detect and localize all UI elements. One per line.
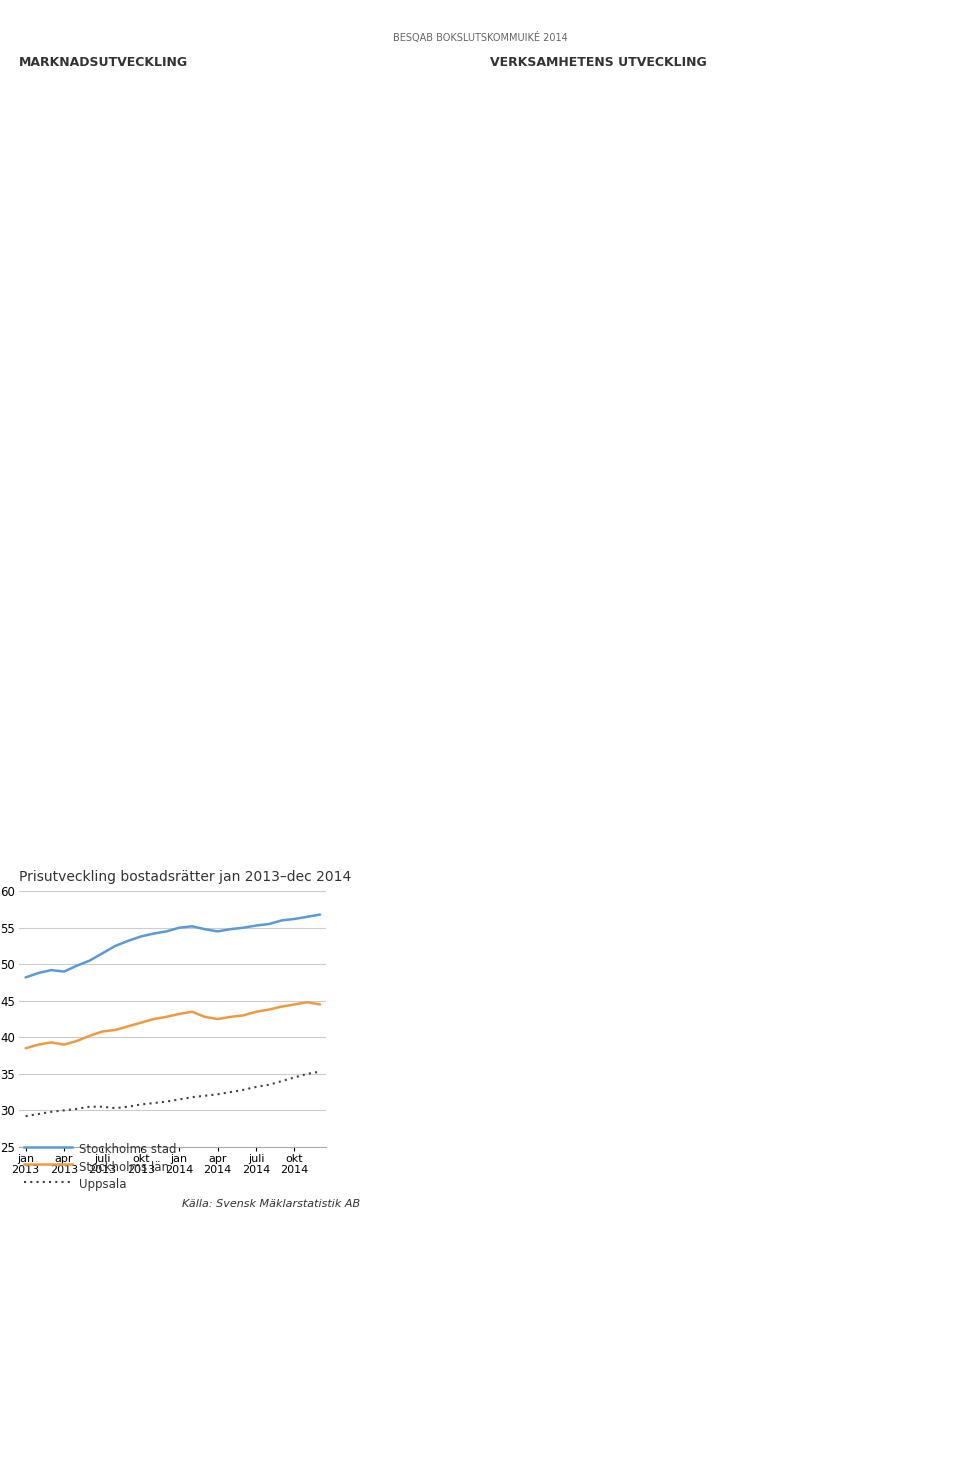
Text: Uppsala: Uppsala	[79, 1179, 126, 1191]
Text: Källa: Svensk Mäklarstatistik AB: Källa: Svensk Mäklarstatistik AB	[182, 1199, 361, 1210]
Text: BESQAB BOKSLUTSKOMMUIKÉ 2014: BESQAB BOKSLUTSKOMMUIKÉ 2014	[393, 32, 567, 44]
Text: Prisutveckling bostadsrätter jan 2013–dec 2014: Prisutveckling bostadsrätter jan 2013–de…	[19, 869, 351, 884]
Text: Stockholms stad: Stockholms stad	[79, 1144, 177, 1156]
Text: VERKSAMHETENS UTVECKLING: VERKSAMHETENS UTVECKLING	[490, 56, 707, 69]
Text: MARKNADSUTVECKLING: MARKNADSUTVECKLING	[19, 56, 188, 69]
Text: Stockholms län: Stockholms län	[79, 1161, 169, 1173]
